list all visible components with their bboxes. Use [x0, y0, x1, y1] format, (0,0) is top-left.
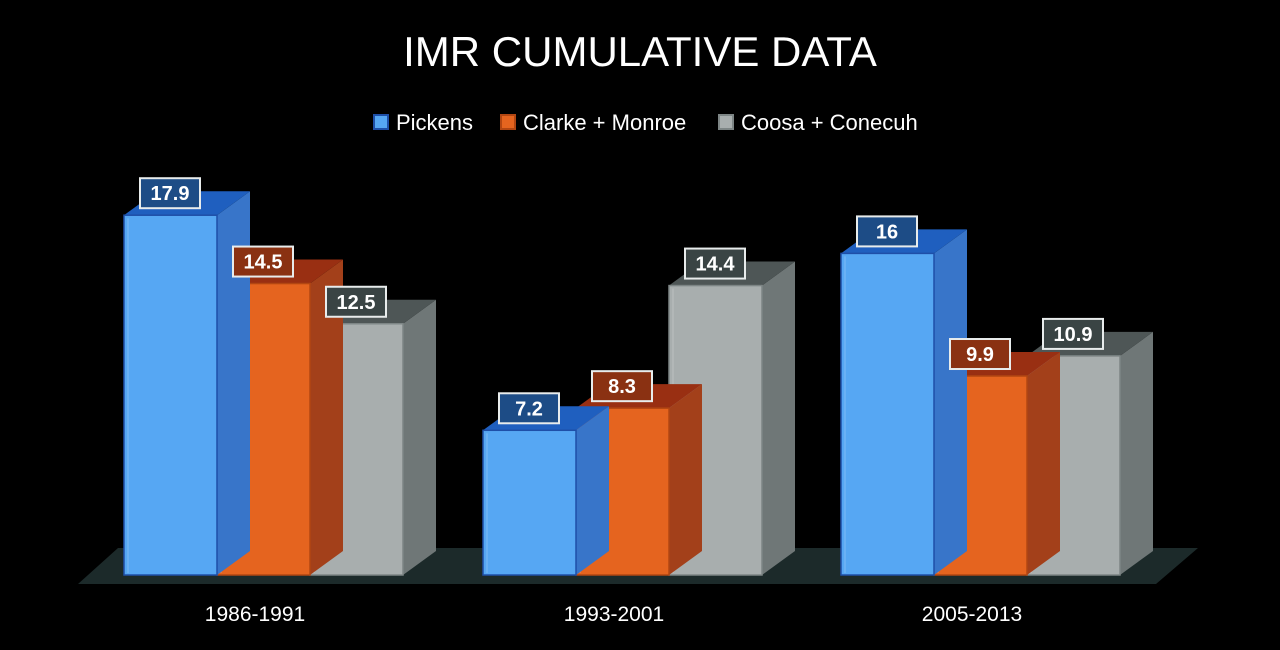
- data-label-text: 9.9: [966, 344, 994, 366]
- legend-label-2: Clarke + Monroe: [523, 110, 686, 135]
- data-label-box: [325, 285, 387, 318]
- data-label-3-1: 12.5: [325, 285, 387, 318]
- bar-side: [310, 259, 343, 575]
- bar-1-2: [482, 406, 609, 576]
- bar-front: [840, 252, 935, 576]
- legend: Pickens Clarke + Monroe Coosa + Conecuh: [373, 110, 918, 135]
- data-label-text: 10.9: [1054, 324, 1093, 346]
- chart-title: IMR CUMULATIVE DATA: [403, 28, 877, 75]
- legend-label-3: Coosa + Conecuh: [741, 110, 918, 135]
- data-label-box: [949, 338, 1011, 371]
- data-label-text: 7.2: [515, 398, 543, 420]
- data-label-box: [1042, 317, 1104, 350]
- bar-front: [123, 214, 218, 576]
- data-label-text: 8.3: [608, 376, 636, 398]
- category-label-1: 1986-1991: [205, 603, 305, 626]
- data-label-2-1: 14.5: [232, 245, 294, 278]
- legend-swatch-1: [373, 114, 389, 130]
- legend-swatch-2: [500, 114, 516, 130]
- data-label-2-3: 9.9: [949, 338, 1011, 371]
- data-label-text: 14.5: [244, 252, 283, 274]
- bar-side: [576, 406, 609, 575]
- bars: [123, 191, 1153, 576]
- data-label-text: 12.5: [337, 292, 376, 314]
- data-label-text: 17.9: [151, 183, 190, 205]
- data-label-box: [591, 370, 653, 403]
- category-label-2: 1993-2001: [564, 603, 664, 626]
- data-label-box: [498, 392, 560, 425]
- data-label-box: [684, 247, 746, 280]
- bar-side: [934, 229, 967, 575]
- legend-swatch-3: [718, 114, 734, 130]
- category-label-3: 2005-2013: [922, 603, 1022, 626]
- data-label-box: [232, 245, 294, 278]
- data-label-2-2: 8.3: [591, 370, 653, 403]
- category-axis: 1986-1991 1993-2001 2005-2013: [205, 603, 1022, 626]
- data-label-box: [139, 177, 201, 210]
- data-label-3-3: 10.9: [1042, 317, 1104, 350]
- data-label-1-1: 17.9: [139, 177, 201, 210]
- bar-side: [669, 384, 702, 575]
- bar-side: [403, 299, 436, 575]
- legend-label-1: Pickens: [396, 110, 473, 135]
- data-label-1-3: 16: [856, 215, 918, 248]
- data-label-box: [856, 215, 918, 248]
- data-label-3-2: 14.4: [684, 247, 746, 280]
- data-label-text: 16: [876, 221, 898, 243]
- bar-side: [1027, 352, 1060, 575]
- data-label-text: 14.4: [696, 254, 736, 276]
- bar-front: [482, 429, 577, 576]
- data-label-1-2: 7.2: [498, 392, 560, 425]
- bar-1-3: [840, 229, 967, 576]
- bar-1-1: [123, 191, 250, 576]
- bar-side: [762, 261, 795, 575]
- value-labels: 17.9 14.5 12.5 7.2 8.3 14.4 16 9.9 10.9: [139, 177, 1104, 425]
- bar-side: [1120, 331, 1153, 575]
- bar-side: [217, 191, 250, 575]
